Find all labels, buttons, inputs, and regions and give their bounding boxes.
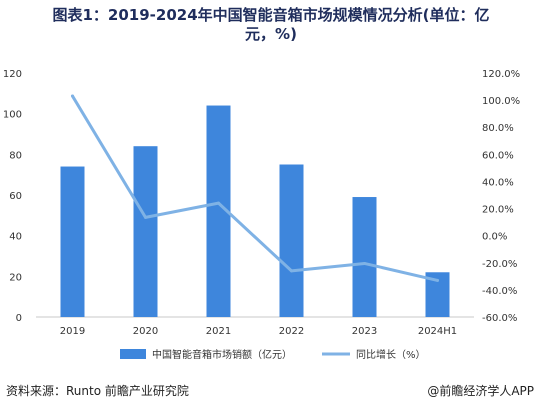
legend-label-line: 同比增长（%） [356, 348, 426, 361]
y-left-tick-label: 20 [9, 272, 22, 283]
x-tick-label: 2024H1 [418, 326, 457, 337]
bar [352, 197, 377, 317]
y-right-tick-label: -60.0% [482, 313, 517, 324]
growth-line [71, 94, 439, 282]
chart-title: 图表1：2019-2024年中国智能音箱市场规模情况分析(单位：亿 元，%) [0, 6, 542, 44]
y-right-tick-label: -20.0% [482, 259, 517, 270]
y-left-tick-label: 0 [16, 313, 22, 324]
y-left-tick-label: 120 [3, 69, 22, 80]
y-right-tick-label: 100.0% [482, 96, 520, 107]
y-right-tick-label: 120.0% [482, 69, 520, 80]
x-tick-label: 2021 [206, 326, 231, 337]
y-right-tick-label: 80.0% [482, 123, 514, 134]
bar [279, 164, 304, 317]
y-left-tick-label: 100 [3, 110, 22, 121]
y-left-tick-label: 40 [9, 232, 22, 243]
x-tick-label: 2023 [352, 326, 377, 337]
y-left-tick-label: 60 [9, 191, 22, 202]
growth-point [217, 201, 220, 205]
brand-credit: @前瞻经济学人APP [427, 384, 534, 398]
y-right-tick-label: 40.0% [482, 177, 514, 188]
chart-title-line2: 元，%) [245, 25, 297, 43]
growth-point [71, 94, 74, 98]
x-tick-label: 2022 [279, 326, 304, 337]
y-left-tick-label: 80 [9, 150, 22, 161]
bar [60, 166, 85, 317]
chart-title-line1: 图表1：2019-2024年中国智能音箱市场规模情况分析(单位：亿 [52, 6, 490, 24]
bar [133, 146, 158, 317]
y-right-tick-label: 0.0% [482, 232, 507, 243]
x-tick-label: 2019 [60, 326, 85, 337]
y-right-tick-label: 20.0% [482, 205, 514, 216]
growth-point [436, 278, 439, 282]
legend-label-bar: 中国智能音箱市场销额（亿元） [152, 348, 292, 361]
y-right-tick-label: 60.0% [482, 150, 514, 161]
growth-point [290, 269, 293, 273]
growth-point [144, 215, 147, 219]
y-right-tick-label: -40.0% [482, 286, 517, 297]
growth-point [363, 261, 366, 265]
source-note: 资料来源：Runto 前瞻产业研究院 [6, 384, 189, 398]
legend-swatch-bar [120, 349, 146, 359]
x-tick-label: 2020 [133, 326, 158, 337]
